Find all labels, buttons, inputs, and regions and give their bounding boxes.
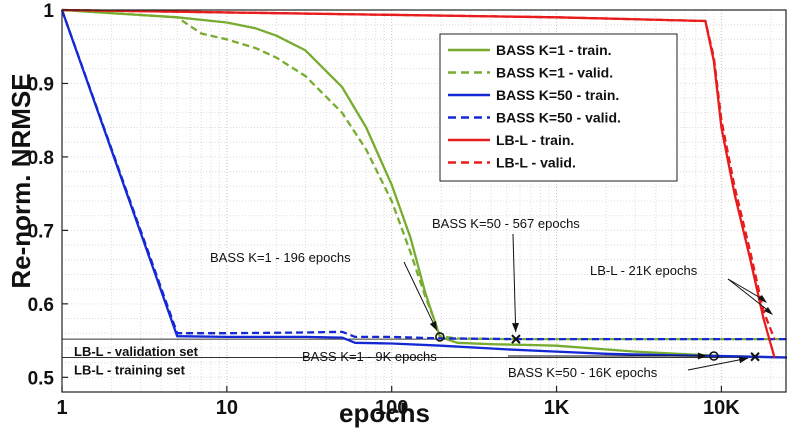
x-tick-label: 10K xyxy=(703,397,740,419)
y-tick-label: 0.8 xyxy=(28,148,54,169)
series-line-1 xyxy=(61,8,787,359)
plot-frame xyxy=(61,9,787,393)
annotation-marker-x xyxy=(750,352,760,362)
annotation-arrowhead xyxy=(512,323,519,333)
legend[interactable]: BASS K=1 - train. BASS K=1 - valid. BASS K… xyxy=(439,33,678,182)
legend-entry-label: LB-L - train. xyxy=(496,132,574,148)
reference-lines: LB-L - validation set LB-L - training set xyxy=(62,338,787,377)
y-tick-label: 0.7 xyxy=(28,221,54,242)
annotation-arrow xyxy=(727,278,771,313)
annotation-arrow xyxy=(727,278,765,301)
legend-entry-label: LB-L - valid. xyxy=(496,155,576,171)
annotation-label: BASS K=50 - 16K epochs xyxy=(508,365,658,380)
annotation-arrow xyxy=(403,261,438,331)
annotation-marker-circle xyxy=(435,332,445,342)
annotation-label: BASS K=1 - 196 epochs xyxy=(210,250,351,265)
x-axis-label: epochs xyxy=(339,398,430,428)
annotation-arrowhead xyxy=(758,295,767,303)
annotation-label: BASS K=1 - 9K epochs xyxy=(302,349,437,364)
annotation-arrowhead xyxy=(764,307,773,315)
x-tick-label: 1K xyxy=(544,397,570,419)
annotation-arrowhead xyxy=(429,321,437,331)
annotations: BASS K=1 - 196 epochs BASS K=50 - 567 epo… xyxy=(210,216,773,380)
x-tick-label: 100 xyxy=(375,397,408,419)
legend-entry-label: BASS K=1 - train. xyxy=(496,42,612,58)
legend-entry-label: BASS K=50 - valid. xyxy=(496,110,621,126)
series-line-6 xyxy=(61,8,776,340)
legend-entry-label: BASS K=1 - valid. xyxy=(496,65,613,81)
annotation-label: LB-L - 21K epochs xyxy=(590,263,698,278)
series-line-3 xyxy=(60,9,787,359)
reference-line-label: LB-L - validation set xyxy=(74,344,199,359)
legend-box xyxy=(439,33,678,182)
x-tick-label: 1 xyxy=(56,397,67,419)
reference-line-label: LB-L - training set xyxy=(74,362,186,377)
y-tick-label: 0.6 xyxy=(28,295,54,316)
annotation-arrow xyxy=(512,233,517,333)
y-axis-label: Re-norm. NRMSE xyxy=(6,73,36,288)
y-tick-label: 0.5 xyxy=(28,368,55,389)
annotation-label: BASS K=50 - 567 epochs xyxy=(432,216,580,231)
legend-entry-label: BASS K=50 - train. xyxy=(496,87,619,103)
annotation-arrowhead xyxy=(738,356,749,364)
annotation-arrowhead xyxy=(697,352,707,360)
y-tick-label: 0.9 xyxy=(28,74,54,95)
y-tick-label: 1 xyxy=(43,1,54,22)
annotation-arrow xyxy=(687,357,749,371)
annotation-marker-x xyxy=(511,334,521,344)
axes: 0.5 0.6 0.7 0.8 0.9 1 1 10 100 1K 10K epochs Re-norm… xyxy=(6,1,787,428)
x-tick-label: 10 xyxy=(216,397,238,419)
annotation-marker-circle xyxy=(709,351,719,361)
grid xyxy=(61,9,787,393)
